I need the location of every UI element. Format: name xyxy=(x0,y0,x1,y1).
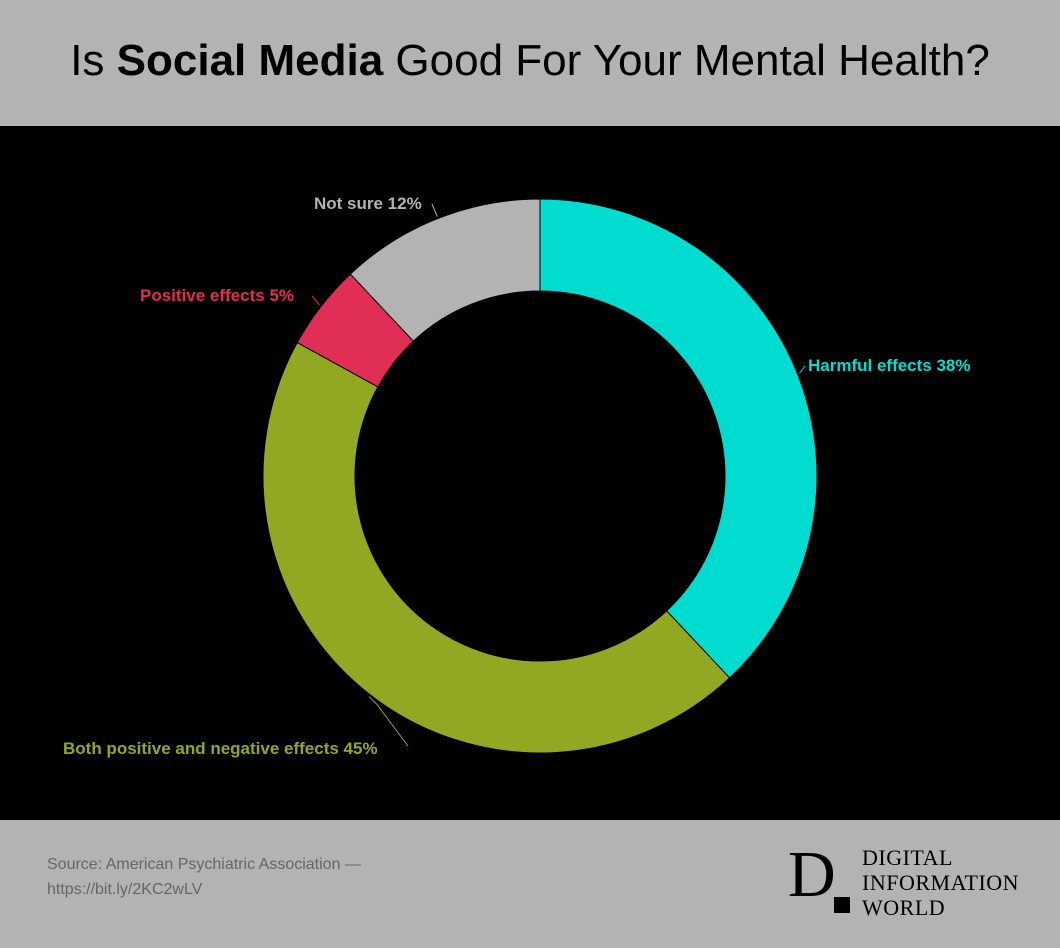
slice-harmful-effects xyxy=(539,198,818,679)
source-line-2: https://bit.ly/2KC2wLV xyxy=(47,881,203,898)
source-note: Source: American Psychiatric Association… xyxy=(47,852,467,902)
logo-letter: D xyxy=(788,838,836,911)
footer: Source: American Psychiatric Association… xyxy=(0,820,1060,948)
leader-line-not-sure xyxy=(431,203,438,217)
logo-line-3: WORLD xyxy=(862,895,946,920)
label-harmful-effects: Harmful effects 38% xyxy=(808,356,971,375)
brand-logo: D DIGITAL INFORMATION WORLD xyxy=(788,839,1028,925)
logo-line-1: DIGITAL xyxy=(862,845,953,870)
chart-area: Harmful effects 38% Both positive and neg… xyxy=(0,126,1060,820)
donut-chart: Harmful effects 38% Both positive and neg… xyxy=(63,194,971,758)
label-positive-effects: Positive effects 5% xyxy=(140,286,294,305)
label-both-positive-and-negative-effects: Both positive and negative effects 45% xyxy=(63,739,378,758)
leader-line-harmful-effects xyxy=(799,365,806,374)
header: Is Social Media Good For Your Mental Hea… xyxy=(0,0,1060,126)
leader-line-both-positive-and-negative-effects xyxy=(368,696,409,747)
slice-not-sure xyxy=(349,198,541,342)
logo-line-2: INFORMATION xyxy=(862,870,1020,895)
logo-wordmark: DIGITAL INFORMATION WORLD xyxy=(862,845,1019,920)
slice-both-positive-and-negative-effects xyxy=(262,341,731,754)
label-not-sure: Not sure 12% xyxy=(314,194,422,213)
source-line-1: Source: American Psychiatric Association… xyxy=(47,856,361,873)
chart-title: Is Social Media Good For Your Mental Hea… xyxy=(70,36,990,85)
leader-line-positive-effects xyxy=(311,295,320,306)
logo-square-icon xyxy=(834,897,850,913)
